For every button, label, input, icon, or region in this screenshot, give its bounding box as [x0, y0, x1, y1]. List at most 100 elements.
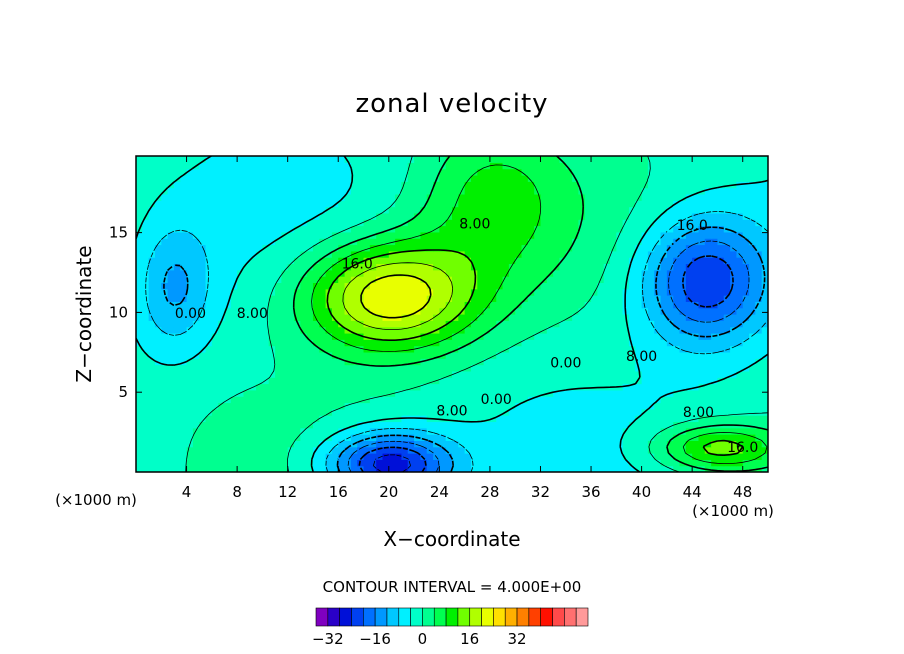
- field-cell: [262, 238, 270, 246]
- field-cell: [692, 244, 700, 252]
- field-cell: [306, 377, 314, 385]
- field-cell: [610, 402, 617, 410]
- field-cell: [458, 295, 466, 302]
- field-cell: [572, 200, 579, 208]
- field-cell: [256, 320, 263, 328]
- field-cell: [414, 396, 421, 404]
- field-cell: [489, 231, 497, 239]
- field-cell: [306, 269, 314, 277]
- field-cell: [761, 326, 768, 334]
- field-cell: [439, 427, 447, 435]
- field-cell: [161, 193, 169, 201]
- field-cell: [692, 301, 700, 309]
- field-cell: [559, 238, 567, 246]
- field-cell: [445, 408, 453, 416]
- field-cell: [673, 181, 681, 189]
- field-cell: [572, 250, 579, 258]
- field-cell: [268, 377, 276, 385]
- field-cell: [489, 193, 497, 201]
- field-cell: [698, 162, 706, 170]
- field-cell: [262, 465, 270, 472]
- field-cell: [344, 415, 352, 423]
- field-cell: [572, 339, 579, 347]
- field-cell: [660, 358, 668, 366]
- field-cell: [205, 434, 213, 441]
- field-cell: [433, 282, 440, 290]
- field-cell: [344, 156, 352, 163]
- field-cell: [325, 446, 333, 454]
- field-cell: [616, 263, 624, 271]
- field-cell: [755, 440, 763, 448]
- field-cell: [350, 181, 358, 189]
- field-cell: [294, 307, 301, 315]
- field-cell: [382, 421, 390, 429]
- field-cell: [388, 434, 396, 441]
- field-cell: [628, 427, 636, 435]
- field-cell: [287, 465, 295, 472]
- field-cell: [540, 440, 548, 448]
- field-cell: [508, 415, 516, 423]
- field-cell: [420, 389, 428, 397]
- field-cell: [401, 402, 409, 410]
- field-cell: [357, 250, 365, 258]
- field-cell: [218, 358, 226, 366]
- field-cell: [717, 301, 725, 309]
- field-cell: [477, 250, 485, 258]
- field-cell: [426, 263, 434, 271]
- field-cell: [489, 225, 497, 233]
- field-cell: [167, 408, 175, 416]
- field-cell: [521, 225, 529, 233]
- field-cell: [420, 364, 428, 372]
- field-cell: [136, 332, 143, 340]
- field-cell: [294, 459, 301, 467]
- field-cell: [224, 168, 232, 176]
- field-cell: [369, 250, 377, 258]
- field-cell: [635, 459, 643, 467]
- field-cell: [369, 193, 377, 201]
- field-cell: [565, 402, 573, 410]
- field-cell: [477, 370, 485, 378]
- field-cell: [470, 421, 478, 429]
- field-cell: [742, 415, 750, 423]
- field-cell: [546, 459, 554, 467]
- field-cell: [635, 339, 643, 347]
- field-cell: [477, 156, 485, 163]
- field-cell: [350, 219, 358, 227]
- field-cell: [527, 339, 535, 347]
- field-cell: [546, 465, 554, 472]
- field-cell: [572, 263, 579, 271]
- field-cell: [167, 314, 175, 321]
- field-cell: [173, 231, 181, 239]
- field-cell: [565, 250, 573, 258]
- field-cell: [312, 276, 320, 283]
- field-cell: [610, 174, 617, 182]
- field-cell: [755, 427, 763, 435]
- field-cell: [464, 358, 472, 366]
- field-cell: [521, 200, 529, 208]
- field-cell: [647, 206, 655, 214]
- field-cell: [711, 320, 719, 328]
- field-cell: [249, 206, 257, 214]
- field-cell: [698, 219, 706, 227]
- field-cell: [205, 206, 213, 214]
- field-cell: [540, 206, 548, 214]
- field-cell: [742, 244, 750, 252]
- field-cell: [736, 434, 744, 441]
- field-cell: [515, 162, 523, 170]
- field-cell: [635, 288, 643, 296]
- field-cell: [325, 377, 333, 385]
- field-cell: [641, 465, 649, 472]
- field-cell: [357, 181, 365, 189]
- field-cell: [319, 339, 327, 347]
- field-cell: [717, 156, 725, 163]
- field-cell: [256, 459, 263, 467]
- field-cell: [515, 295, 523, 302]
- field-cell: [660, 288, 668, 296]
- field-cell: [445, 231, 453, 239]
- field-cell: [136, 193, 143, 201]
- field-cell: [496, 326, 504, 334]
- field-cell: [445, 427, 453, 435]
- field-cell: [211, 257, 219, 265]
- field-cell: [628, 408, 636, 416]
- field-cell: [306, 206, 314, 214]
